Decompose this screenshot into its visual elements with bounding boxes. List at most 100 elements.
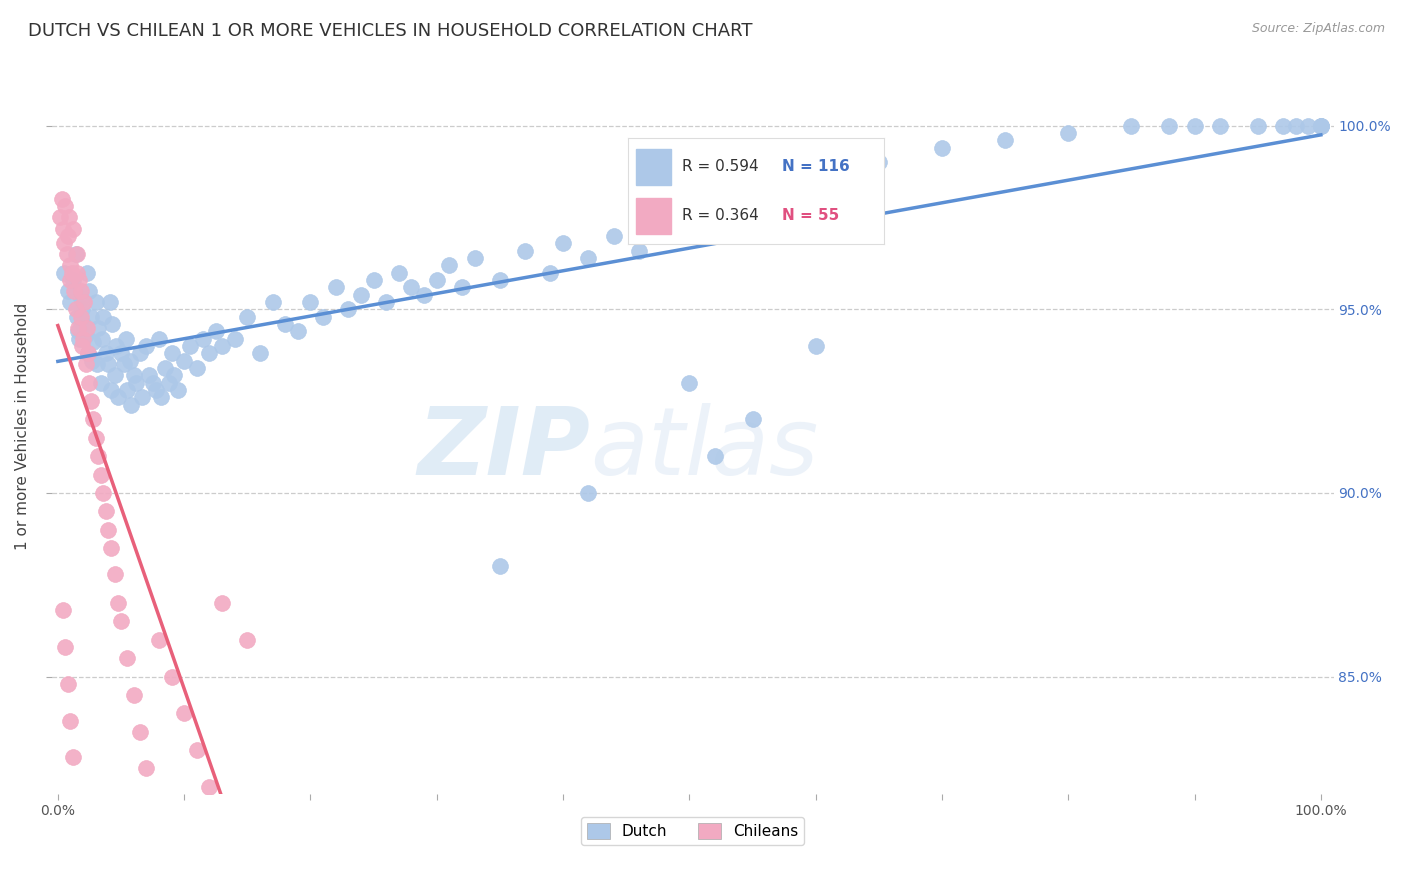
Point: [678, 214, 700, 228]
Point: [59, 258, 82, 272]
Text: R = 0.594: R = 0.594: [682, 159, 758, 174]
Point: [602, 228, 624, 243]
Point: [678, 376, 700, 390]
Point: [77, 346, 100, 360]
Point: [87, 449, 110, 463]
Text: atlas: atlas: [591, 403, 818, 494]
Point: [79, 376, 101, 390]
Point: [104, 339, 127, 353]
Point: [1121, 119, 1143, 133]
Text: ZIP: ZIP: [418, 403, 591, 495]
Point: [56, 677, 79, 691]
Point: [1309, 119, 1331, 133]
Point: [236, 632, 259, 647]
Point: [62, 750, 84, 764]
Point: [62, 273, 84, 287]
Point: [53, 266, 76, 280]
Point: [79, 394, 101, 409]
Point: [1272, 119, 1295, 133]
Point: [186, 743, 208, 757]
Point: [129, 724, 152, 739]
Point: [145, 383, 167, 397]
Point: [129, 346, 152, 360]
Point: [489, 559, 512, 574]
Text: R = 0.364: R = 0.364: [682, 208, 758, 223]
Point: [90, 376, 112, 390]
Text: Source: ZipAtlas.com: Source: ZipAtlas.com: [1251, 22, 1385, 36]
Point: [173, 706, 195, 721]
Point: [401, 280, 423, 294]
Point: [91, 310, 114, 324]
Point: [110, 615, 132, 629]
Point: [274, 317, 297, 331]
Point: [489, 273, 512, 287]
Text: N = 116: N = 116: [782, 159, 849, 174]
Y-axis label: 1 or more Vehicles in Household: 1 or more Vehicles in Household: [15, 303, 30, 550]
Point: [110, 346, 132, 360]
Point: [56, 284, 79, 298]
Point: [451, 280, 474, 294]
Point: [166, 383, 188, 397]
Point: [703, 449, 725, 463]
Point: [104, 566, 127, 581]
Point: [75, 357, 97, 371]
Point: [131, 391, 153, 405]
Point: [97, 357, 120, 371]
Point: [56, 228, 79, 243]
Point: [363, 273, 385, 287]
Point: [101, 317, 124, 331]
Point: [325, 280, 347, 294]
Point: [186, 361, 208, 376]
Legend: Dutch, Chileans: Dutch, Chileans: [581, 817, 804, 845]
Point: [79, 310, 101, 324]
Point: [515, 244, 537, 258]
Point: [1309, 119, 1331, 133]
Point: [65, 247, 87, 261]
Point: [52, 603, 75, 617]
Point: [60, 266, 83, 280]
Point: [94, 346, 117, 360]
Point: [236, 310, 259, 324]
Point: [80, 353, 103, 368]
Point: [388, 266, 411, 280]
Point: [179, 339, 201, 353]
Point: [138, 368, 160, 383]
Point: [112, 357, 135, 371]
Point: [804, 178, 827, 192]
Point: [59, 714, 82, 728]
Point: [90, 467, 112, 482]
Point: [148, 332, 170, 346]
Point: [576, 251, 599, 265]
Point: [66, 247, 89, 261]
Point: [211, 339, 233, 353]
Point: [576, 486, 599, 500]
Point: [117, 383, 139, 397]
Point: [104, 368, 127, 383]
Point: [76, 266, 98, 280]
Point: [69, 284, 91, 298]
Point: [55, 199, 77, 213]
Point: [79, 284, 101, 298]
Point: [350, 287, 373, 301]
Point: [53, 236, 76, 251]
Point: [63, 284, 86, 298]
Point: [67, 332, 90, 346]
Point: [1159, 119, 1181, 133]
Point: [75, 328, 97, 343]
Point: [100, 383, 122, 397]
Point: [59, 295, 82, 310]
Point: [868, 155, 890, 169]
Point: [160, 346, 183, 360]
Point: [538, 266, 561, 280]
Point: [115, 332, 138, 346]
Point: [153, 361, 176, 376]
Point: [439, 258, 461, 272]
Point: [779, 185, 801, 199]
Point: [69, 310, 91, 324]
Point: [375, 295, 398, 310]
Point: [249, 346, 271, 360]
Point: [1309, 119, 1331, 133]
Point: [125, 376, 148, 390]
Point: [55, 247, 77, 261]
Point: [160, 669, 183, 683]
